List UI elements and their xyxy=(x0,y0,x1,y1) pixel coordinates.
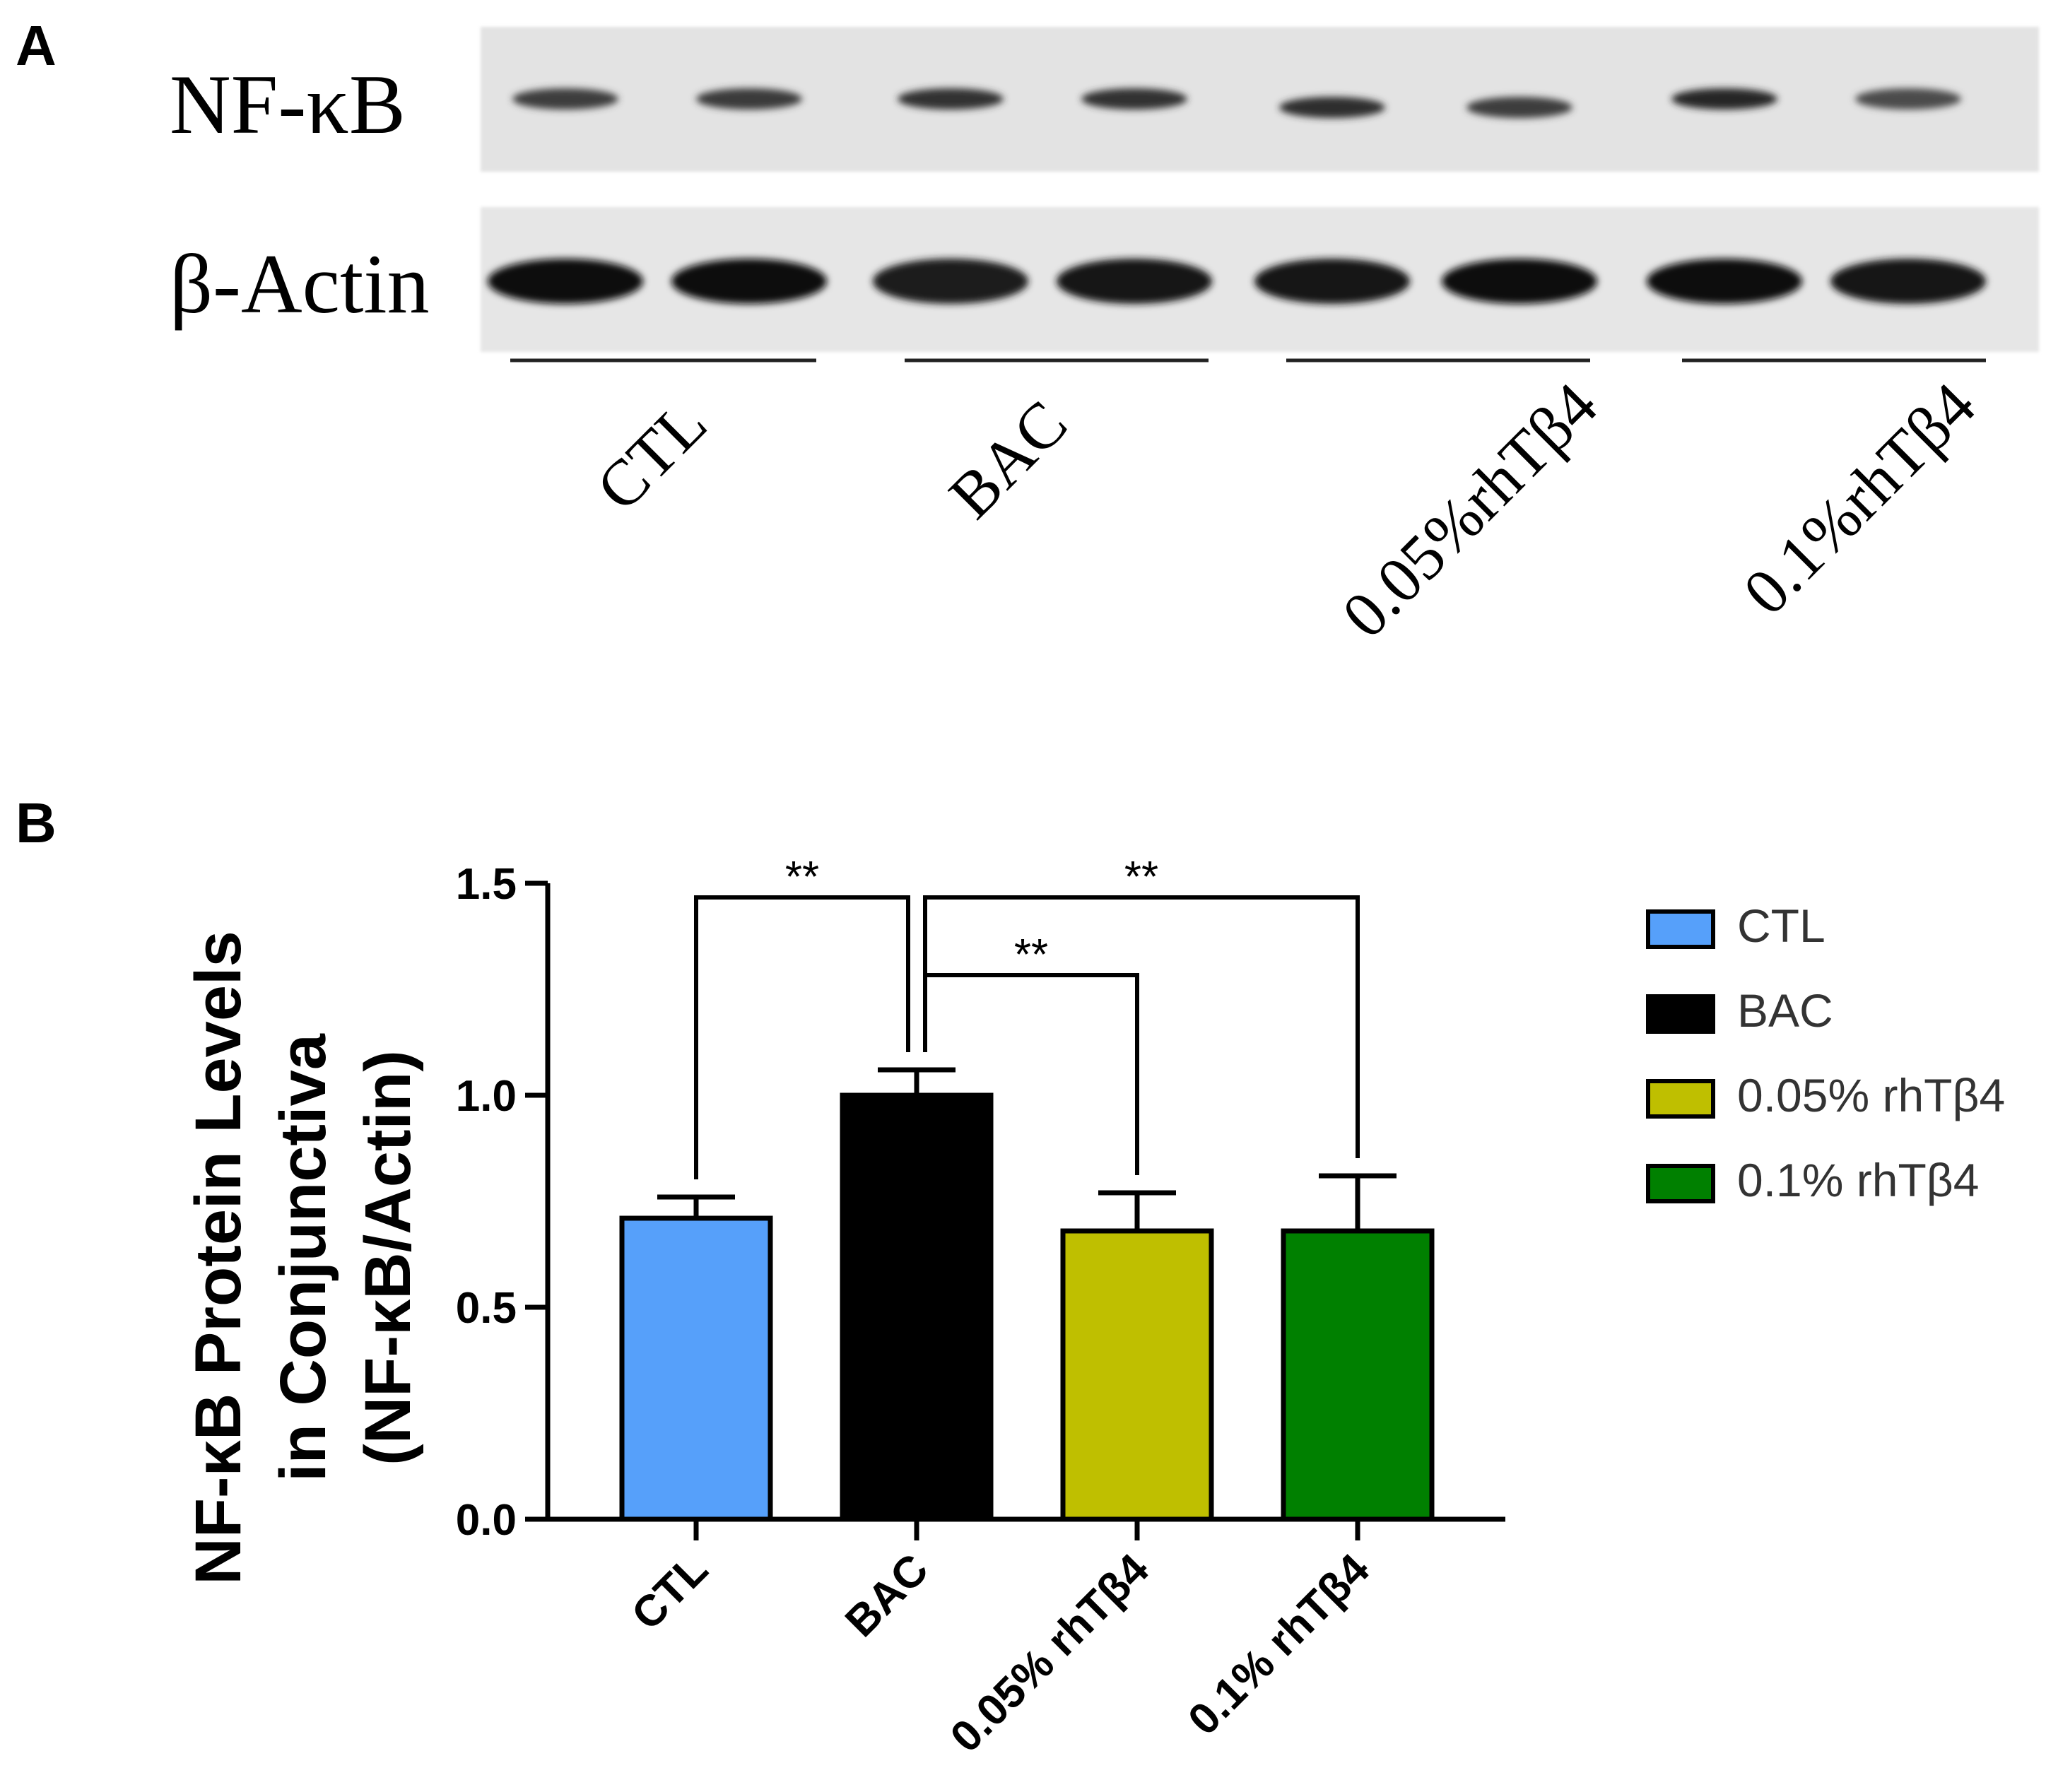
bar xyxy=(840,1092,994,1522)
legend-label: 0.05% rhTβ4 xyxy=(1737,1069,2005,1121)
blot-label-nfkb: NF-κB xyxy=(170,57,406,151)
group-label-01: 0.1%rhTβ4 xyxy=(1729,369,1989,628)
legend-swatch xyxy=(1646,1164,1715,1203)
nfkb-band-lane-6 xyxy=(1466,97,1572,118)
x-tick-label: CTL xyxy=(623,1545,717,1639)
y-tick-label: 0.0 xyxy=(456,1496,517,1545)
y-tick-label: 0.5 xyxy=(456,1284,517,1333)
actin-bands xyxy=(488,259,1986,304)
group-label-bac: BAC xyxy=(935,387,1081,532)
actin-band-lane-4 xyxy=(1057,259,1212,304)
y-axis-title-line-3: (NF-κB/Actin) xyxy=(352,1050,424,1466)
y-tick-label: 1.5 xyxy=(456,860,517,909)
bar xyxy=(619,1215,773,1522)
panel-a-label: A xyxy=(16,14,57,77)
nfkb-band-lane-3 xyxy=(898,88,1004,110)
y-tick-label: 1.0 xyxy=(456,1072,517,1121)
nfkb-band-lane-2 xyxy=(696,88,802,110)
legend-label: BAC xyxy=(1737,984,1833,1037)
nfkb-bands xyxy=(512,88,1961,118)
actin-band-lane-5 xyxy=(1254,259,1410,304)
x-tick-label: 0.05% rhTβ4 xyxy=(941,1545,1158,1762)
legend-swatch xyxy=(1646,909,1715,949)
significance-label: ** xyxy=(1124,853,1158,902)
actin-band-lane-3 xyxy=(873,259,1028,304)
x-tick-label: 0.1% rhTβ4 xyxy=(1179,1545,1379,1745)
actin-band-lane-7 xyxy=(1647,259,1802,304)
legend: CTL BAC 0.05% rhTβ4 0.1% rhTβ4 xyxy=(1646,900,2005,1206)
x-tick-label: BAC xyxy=(836,1545,938,1646)
actin-band-lane-2 xyxy=(671,259,827,304)
y-axis-title-line-2: in Conjunctiva xyxy=(267,1033,339,1482)
nfkb-band-lane-8 xyxy=(1855,88,1961,110)
actin-band-lane-8 xyxy=(1830,259,1986,304)
nfkb-band-lane-5 xyxy=(1279,97,1385,118)
blot-label-actin: β-Actin xyxy=(170,237,430,331)
y-axis-title-line-1: NF-κB Protein Levels xyxy=(182,931,254,1584)
actin-band-lane-6 xyxy=(1442,259,1597,304)
legend-label: 0.1% rhTβ4 xyxy=(1737,1154,1979,1206)
actin-band-lane-1 xyxy=(488,259,643,304)
nfkb-band-lane-4 xyxy=(1081,88,1187,110)
legend-swatch xyxy=(1646,1079,1715,1119)
panel-b-label: B xyxy=(16,791,57,854)
nfkb-band-lane-1 xyxy=(512,88,618,110)
significance-bracket xyxy=(694,895,910,1179)
legend-swatch xyxy=(1646,994,1715,1034)
bar xyxy=(1060,1228,1214,1522)
significance-label: ** xyxy=(1014,931,1048,979)
bar-chart: 0.0 0.5 1.0 1.5 CTL BAC 0.05% rhTβ4 0.1% rhTβ4 *… xyxy=(456,853,1505,1762)
nfkb-band-lane-7 xyxy=(1671,88,1777,110)
significance-bracket xyxy=(923,895,1360,1158)
legend-label: CTL xyxy=(1737,900,1825,952)
group-label-005: 0.05%rhTβ4 xyxy=(1328,369,1611,652)
group-label-ctl: CTL xyxy=(582,387,720,524)
y-axis-title: NF-κB Protein Levels in Conjunctiva (NF-… xyxy=(182,931,424,1584)
bar xyxy=(1281,1228,1435,1522)
significance-label: ** xyxy=(785,853,819,902)
